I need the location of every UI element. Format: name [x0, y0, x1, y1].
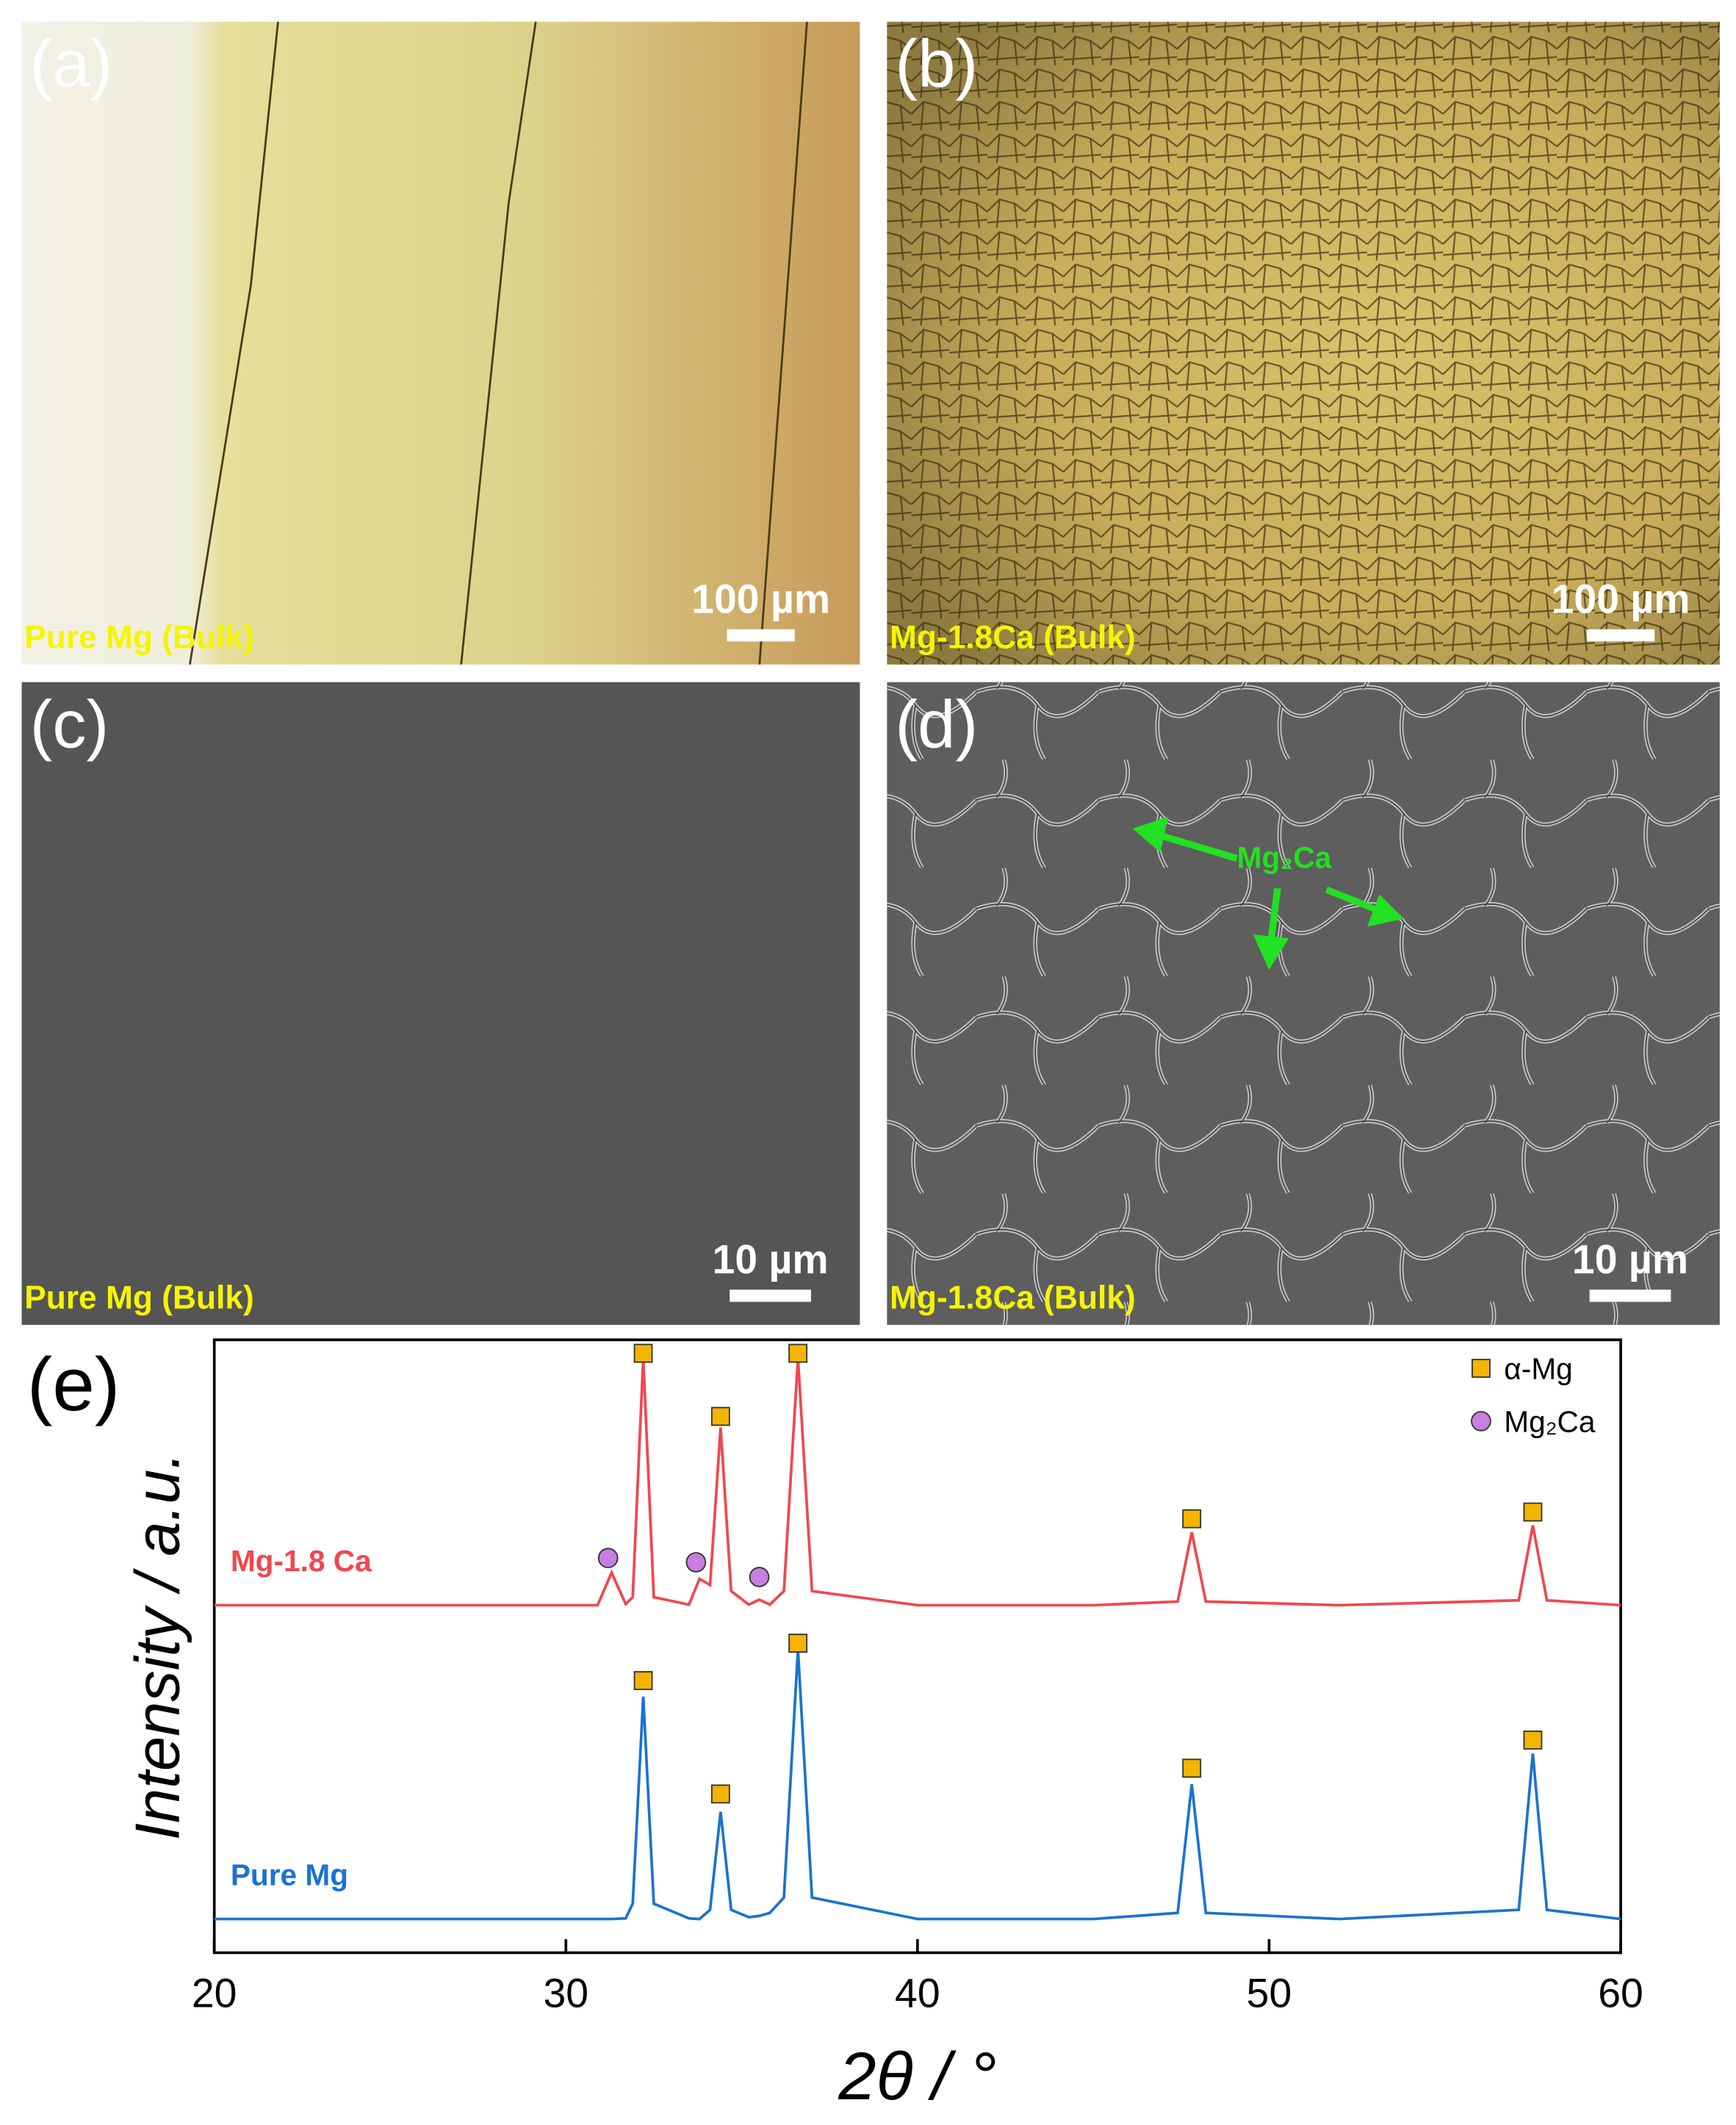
panel-tag: (a)	[30, 25, 113, 101]
scale-label: 100 µm	[691, 577, 830, 622]
phase-marker	[685, 1552, 707, 1573]
scale-label: 100 µm	[1552, 577, 1690, 622]
panel-tag: (b)	[895, 25, 978, 101]
phase-marker	[710, 1784, 730, 1804]
legend-label: Mg₂Ca	[1504, 1405, 1596, 1439]
series-label: Pure Mg	[231, 1858, 348, 1891]
series-line	[214, 1649, 1621, 1921]
plot-frame	[212, 1338, 1622, 1955]
phase-marker	[710, 1407, 730, 1426]
panel-caption: Mg-1.8Ca (Bulk)	[890, 620, 1136, 656]
phase-marker	[597, 1548, 619, 1568]
phase-marker	[749, 1567, 770, 1587]
x-tick-label: 60	[1598, 1970, 1643, 2016]
phase-annotation: Mg₂Ca	[1237, 841, 1332, 875]
scale-label: 10 µm	[713, 1237, 829, 1282]
scale-label: 10 µm	[1572, 1237, 1688, 1282]
phase-marker	[788, 1343, 808, 1363]
panel-c	[21, 682, 860, 1325]
series-line	[214, 1357, 1621, 1607]
x-tick-label: 50	[1247, 1970, 1292, 2016]
panel-caption: Pure Mg (Bulk)	[24, 1280, 254, 1316]
phase-marker	[1182, 1509, 1202, 1529]
panel-d	[887, 682, 1720, 1325]
y-axis-label: Intensity / a.u.	[123, 1452, 192, 1841]
phase-marker	[1523, 1730, 1543, 1750]
panel-a	[21, 21, 860, 665]
panel-labels: (a) Pure Mg (Bulk) 100 µm (b) Mg-1.8Ca (Bulk…	[24, 25, 1690, 1316]
x-axis-label: 2θ / °	[838, 2038, 996, 2114]
panel-tag: (d)	[895, 685, 978, 762]
scale-bar	[730, 1289, 811, 1302]
panel-caption: Pure Mg (Bulk)	[24, 620, 254, 656]
phase-marker	[788, 1634, 808, 1653]
panel-caption: Mg-1.8Ca (Bulk)	[890, 1280, 1136, 1316]
legend-label: α-Mg	[1504, 1352, 1572, 1386]
phase-marker	[633, 1671, 653, 1690]
phase-marker	[1182, 1758, 1202, 1778]
xrd-chart: (e) 20 30 40 50 60 2θ / ° Intensity / a.u. Mg-1.…	[27, 1338, 1643, 2114]
phase-marker	[633, 1343, 653, 1363]
x-tick-label: 30	[543, 1970, 588, 2016]
legend-marker	[1471, 1410, 1491, 1432]
scale-bar	[1586, 629, 1655, 642]
scale-bar	[727, 629, 795, 642]
x-tick-label: 40	[895, 1970, 940, 2016]
panel-b	[887, 21, 1720, 665]
scale-bar	[1589, 1289, 1671, 1302]
panel-tag: (e)	[27, 1341, 120, 1426]
panel-tag: (c)	[30, 685, 109, 762]
legend-marker	[1472, 1358, 1491, 1378]
phase-marker	[1523, 1502, 1543, 1522]
x-tick-label: 20	[192, 1970, 237, 2016]
series-label: Mg-1.8 Ca	[231, 1544, 372, 1578]
